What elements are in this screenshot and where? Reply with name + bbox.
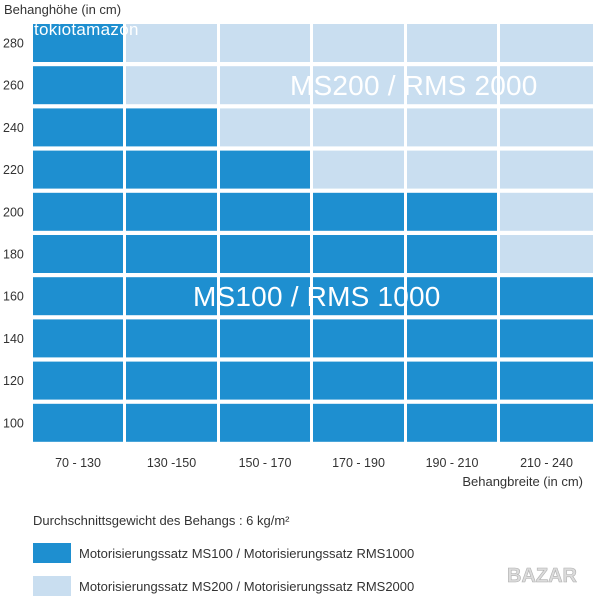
region-label-ms200: MS200 / RMS 2000	[290, 70, 538, 101]
cell-280-3	[313, 24, 404, 62]
legend-label-ms100: Motorisierungssatz MS100 / Motorisierung…	[79, 545, 415, 561]
cell-180-4	[407, 235, 497, 273]
legend-item-ms100: Motorisierungssatz MS100 / Motorisierung…	[33, 543, 414, 563]
y-tick-label: 280	[3, 37, 24, 51]
cell-100-0	[33, 403, 123, 442]
cell-240-3	[313, 108, 404, 147]
x-tick-label: 70 - 130	[55, 456, 101, 470]
cell-120-0	[33, 361, 123, 400]
x-tick-label: 150 - 170	[239, 456, 292, 470]
cell-140-4	[407, 319, 497, 358]
cell-140-1	[126, 319, 217, 358]
cell-180-3	[313, 235, 404, 273]
y-tick-label: 120	[3, 374, 24, 388]
y-tick-label: 160	[3, 290, 24, 304]
cell-240-4	[407, 108, 497, 147]
cell-180-0	[33, 235, 123, 273]
cell-180-2	[220, 235, 310, 273]
legend-label-ms200: Motorisierungssatz MS200 / Motorisierung…	[79, 578, 415, 594]
cell-100-5	[500, 403, 593, 442]
cell-260-4	[407, 66, 497, 105]
y-tick-label: 240	[3, 121, 24, 135]
cell-260-3	[313, 66, 404, 105]
cell-160-1	[126, 277, 217, 316]
cell-160-4	[407, 277, 497, 316]
cell-280-4	[407, 24, 497, 62]
weight-note: Durchschnittsgewicht des Behangs : 6 kg/…	[33, 513, 290, 528]
cell-220-4	[407, 150, 497, 189]
cell-100-2	[220, 403, 310, 442]
cell-200-5	[500, 192, 593, 231]
cell-160-2	[220, 277, 310, 316]
region-label-ms100: MS100 / RMS 1000	[193, 281, 441, 312]
cell-160-3	[313, 277, 404, 316]
cell-140-5	[500, 319, 593, 358]
x-tick-label: 170 - 190	[332, 456, 385, 470]
cell-200-3	[313, 192, 404, 231]
cell-280-5	[500, 24, 593, 62]
cell-100-3	[313, 403, 404, 442]
cell-180-1	[126, 235, 217, 273]
cell-140-3	[313, 319, 404, 358]
y-tick-label: 260	[3, 79, 24, 93]
chart-grid: 280 260 240 220 200 180 160 140 120 100 70 - 130 13…	[3, 24, 593, 470]
cell-220-0	[33, 150, 123, 189]
cell-100-4	[407, 403, 497, 442]
cell-240-2	[220, 108, 310, 147]
cell-120-4	[407, 361, 497, 400]
cell-220-3	[313, 150, 404, 189]
x-tick-label: 190 - 210	[426, 456, 479, 470]
cell-260-2	[220, 66, 310, 105]
y-tick-label: 200	[3, 205, 24, 219]
watermark-text: tokiotamazon	[34, 20, 139, 39]
cell-280-1	[126, 24, 217, 62]
cell-240-1	[126, 108, 217, 147]
cell-140-0	[33, 319, 123, 358]
y-axis-title: Behanghöhe (in cm)	[4, 2, 122, 17]
cell-120-1	[126, 361, 217, 400]
y-tick-label: 220	[3, 163, 24, 177]
cell-280-0	[33, 24, 123, 62]
y-tick-label: 140	[3, 332, 24, 346]
y-tick-label: 180	[3, 248, 24, 262]
cell-220-1	[126, 150, 217, 189]
cell-200-4	[407, 192, 497, 231]
cell-120-3	[313, 361, 404, 400]
x-axis-title: Behangbreite (in cm)	[462, 474, 583, 489]
cell-180-5	[500, 235, 593, 273]
bazar-logo: BAZAR	[505, 560, 585, 590]
cell-260-0	[33, 66, 123, 105]
cell-220-5	[500, 150, 593, 189]
cell-240-0	[33, 108, 123, 147]
x-tick-label: 210 - 240	[520, 456, 573, 470]
y-tick-label: 100	[3, 416, 24, 430]
legend-swatch-ms200	[33, 576, 71, 596]
cell-260-1	[126, 66, 217, 105]
cell-120-2	[220, 361, 310, 400]
bazar-logo-icon: BAZAR	[507, 565, 578, 588]
x-tick-label: 130 -150	[147, 456, 196, 470]
cell-140-2	[220, 319, 310, 358]
svg-text:BAZAR: BAZAR	[507, 565, 578, 587]
cell-240-5	[500, 108, 593, 147]
cell-280-2	[220, 24, 310, 62]
cell-160-5	[500, 277, 593, 316]
cell-100-1	[126, 403, 217, 442]
cell-200-2	[220, 192, 310, 231]
legend-swatch-ms100	[33, 543, 71, 563]
cell-260-5	[500, 66, 593, 105]
cell-160-0	[33, 277, 123, 316]
cell-120-5	[500, 361, 593, 400]
cell-200-1	[126, 192, 217, 231]
legend-item-ms200: Motorisierungssatz MS200 / Motorisierung…	[33, 576, 414, 596]
cell-200-0	[33, 192, 123, 231]
cell-220-2	[220, 150, 310, 189]
